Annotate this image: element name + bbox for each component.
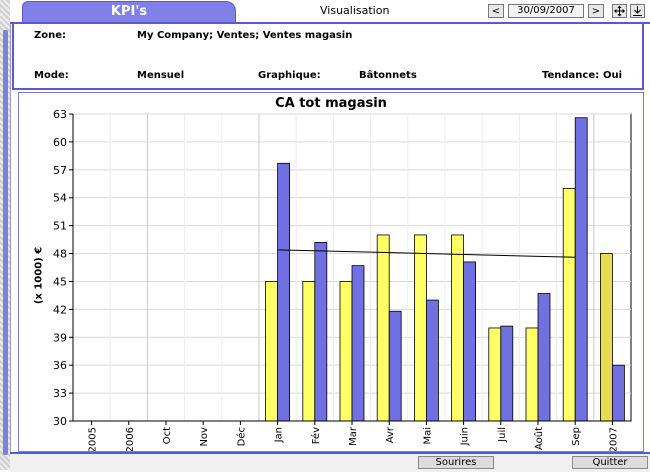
bar-series-1 [339,281,353,422]
chart-panel: CA tot magasin (x 1000) € 30 33 36 39 42 45 48… [18,92,644,452]
download-arrow-icon[interactable] [630,4,645,18]
y-tick-label: 63 [53,108,67,121]
mode-value: Mensuel [137,70,185,81]
graph-type-label: Graphique: [258,70,321,81]
bar-series-2 [425,299,439,422]
x-tick-label: Jan [274,427,285,443]
x-tick-label: Mar [348,426,359,446]
trend-value: Oui [603,70,623,81]
tab-kpis[interactable]: KPI's [22,1,236,22]
bar-series-2 [574,117,588,422]
x-tick-label: Nov [199,427,210,447]
view-title: Visualisation [320,4,390,17]
y-tick-label: 51 [53,220,67,233]
zone-value: My Company; Ventes; Ventes magasin [137,30,353,41]
x-tick-label: Déc [235,427,247,446]
bar-series-2 [277,162,291,422]
chart-title: CA tot magasin [275,96,387,111]
y-tick-label: 60 [53,136,67,149]
y-tick-label: 30 [53,415,67,428]
x-tick-label: Fév [310,427,322,444]
bar-series-2 [537,293,551,422]
y-tick-label: 39 [53,331,67,344]
bar-series-1 [600,253,613,422]
y-tick-label: 54 [53,192,67,205]
x-tick-label: 2006 [125,427,136,451]
trend-label: Tendance: [542,70,600,81]
date-field[interactable]: 30/09/2007 [508,4,584,18]
graph-type-value: Bâtonnets [359,70,417,81]
left-accent-bar [3,30,8,455]
x-tick-label: Oct [162,427,173,444]
bar-series-1 [451,234,465,422]
y-tick-label: 36 [53,359,67,372]
move-arrows-icon[interactable] [612,4,627,18]
bar-series-1 [413,234,427,422]
bar-series-1 [562,188,576,422]
move-arrows-glyph [614,5,625,17]
zone-label: Zone: [34,30,67,41]
x-tick-label: Juin [460,427,471,446]
download-arrow-glyph [633,6,642,16]
mode-label: Mode: [34,70,69,81]
bar-series-2 [351,265,365,422]
next-date-button[interactable]: > [588,4,604,18]
bar-series-2 [314,241,328,422]
x-tick-label: Sep [571,427,582,446]
bar-series-1 [376,234,390,422]
bar-series-1 [525,327,539,422]
bar-series-1 [265,281,279,422]
x-tick-label: Avr [385,426,396,443]
y-tick-label: 57 [53,164,67,177]
x-tick-label: Août [533,427,545,450]
bar-series-1 [302,281,316,422]
top-bar: KPI's Visualisation < 30/09/2007 > [10,0,650,24]
bar-series-2 [612,364,625,422]
trend-line [277,249,576,258]
y-tick-label: 33 [53,387,67,400]
bar-series-2 [388,310,402,422]
x-tick-label: Mai [422,427,433,445]
y-tick-label: 42 [53,303,67,316]
left-decorative-strip [0,0,11,470]
bar-series-2 [463,261,477,422]
bar-series-1 [488,327,502,422]
x-tick-label: 2005 [88,427,99,451]
bar-series-2 [500,325,514,422]
quit-button[interactable]: Quitter [572,456,648,469]
bar-chart: 30 33 36 39 42 45 48 51 54 57 60 63 2005 2006 Oct Nov Dé… [53,108,632,451]
y-tick-label: 48 [53,248,67,261]
bottom-bar: Sourires Quitter [10,452,650,472]
prev-date-button[interactable]: < [488,4,504,18]
x-tick-label: 2007 [608,427,619,451]
y-tick-label: 45 [53,275,67,288]
x-tick-label: Juil [497,427,508,443]
smiles-button[interactable]: Sourires [418,456,494,469]
info-panel: Zone: My Company; Ventes; Ventes magasin… [12,24,644,90]
